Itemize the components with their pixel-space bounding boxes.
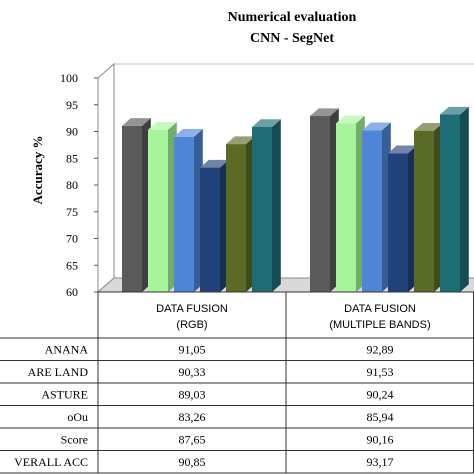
- y-axis-label: Accuracy %: [30, 136, 45, 205]
- category-label: (MULTIPLE BANDS): [329, 319, 430, 331]
- bar: [440, 106, 469, 292]
- y-tick-label: 60: [66, 285, 78, 299]
- bar-front: [440, 114, 460, 292]
- y-tick-label: 65: [66, 258, 78, 272]
- table-cell-value: 93,17: [367, 455, 394, 469]
- y-tick-label: 100: [60, 71, 78, 85]
- bar-side: [272, 119, 281, 292]
- bars: [122, 106, 469, 293]
- bar: [362, 122, 391, 293]
- bar: [336, 115, 365, 292]
- bar-top: [252, 119, 281, 127]
- bar-front: [122, 125, 142, 292]
- table-cell-value: 91,53: [367, 365, 394, 379]
- table-cell-value: 90,85: [179, 455, 206, 469]
- table-cell-value: 90,33: [179, 365, 206, 379]
- bar-top: [388, 145, 417, 154]
- bar-front: [252, 126, 272, 292]
- series-label: VERALL ACC: [14, 455, 88, 469]
- bar: [148, 122, 177, 292]
- bar-front: [388, 153, 408, 292]
- chart-title: Numerical evaluation: [228, 10, 357, 25]
- table-cell-value: 91,05: [179, 342, 206, 356]
- y-tick-label: 75: [66, 205, 78, 219]
- bar: [200, 159, 229, 292]
- bar-front: [226, 144, 246, 292]
- bar-front: [310, 116, 330, 292]
- bar: [122, 118, 151, 293]
- category-label: DATA FUSION: [344, 303, 416, 315]
- bar: [226, 136, 255, 292]
- data-table: DATA FUSION (RGB) DATA FUSION (MULTIPLE BAN…: [0, 291, 474, 474]
- bar-side: [460, 106, 469, 292]
- series-label: oOu: [67, 410, 88, 424]
- series-label: ANANA: [45, 342, 89, 356]
- series-label: Score: [61, 432, 88, 446]
- bar-top: [414, 122, 443, 131]
- table-cell-value: 90,24: [367, 387, 394, 401]
- bar-front: [148, 129, 168, 292]
- bar-front: [174, 136, 194, 292]
- bar-front: [336, 123, 356, 292]
- bar-top: [226, 136, 255, 145]
- table-cell-value: 90,16: [367, 432, 394, 446]
- y-tick-label: 85: [66, 151, 78, 165]
- table-cell-value: 87,65: [179, 432, 206, 446]
- bar: [310, 108, 339, 292]
- series-label: ASTURE: [41, 387, 88, 401]
- bar: [388, 145, 417, 292]
- y-tick-label: 95: [66, 98, 78, 112]
- chart-subtitle: CNN - SegNet: [250, 31, 334, 46]
- bar-top: [148, 122, 177, 130]
- y-tick-label: 70: [66, 232, 78, 246]
- table-cell-value: 85,94: [367, 410, 394, 424]
- table-cell-value: 83,26: [179, 410, 206, 424]
- bar-top: [122, 118, 151, 126]
- bar: [174, 128, 203, 292]
- bar-top: [336, 115, 365, 124]
- table-cell-value: 89,03: [179, 387, 206, 401]
- bar-top: [362, 122, 391, 131]
- bar: [414, 122, 443, 292]
- y-tick-label: 90: [66, 125, 78, 139]
- y-tick-label: 80: [66, 178, 78, 192]
- table-cell-value: 92,89: [367, 342, 394, 356]
- bar-front: [362, 130, 382, 292]
- bar-top: [174, 128, 203, 137]
- bar: [252, 119, 281, 292]
- category-label: (RGB): [176, 319, 207, 331]
- category-label: DATA FUSION: [156, 303, 228, 315]
- side-wall: [97, 62, 115, 294]
- bar-front: [200, 167, 220, 292]
- bar-front: [414, 130, 434, 292]
- bar-top: [440, 106, 469, 115]
- bar-top: [200, 159, 229, 168]
- bar-top: [310, 108, 339, 117]
- series-label: ARE LAND: [28, 365, 89, 379]
